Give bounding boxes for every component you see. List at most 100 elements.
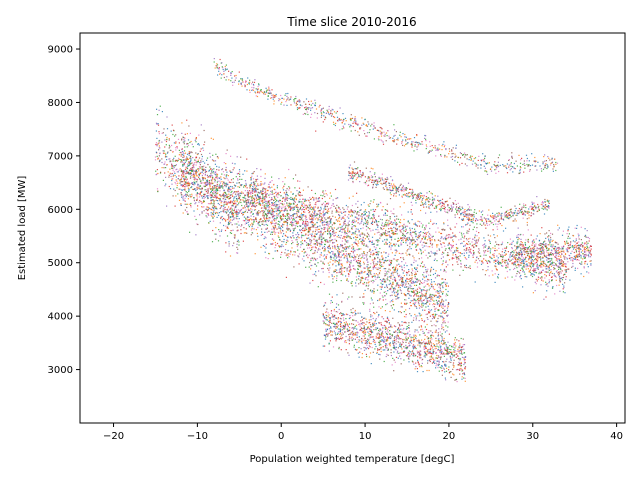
data-point <box>310 259 312 262</box>
data-point <box>562 263 565 266</box>
data-point <box>368 241 370 243</box>
data-point <box>307 234 309 236</box>
data-point <box>368 281 370 283</box>
data-point <box>548 282 550 284</box>
data-point <box>186 156 188 158</box>
data-point <box>416 307 418 309</box>
data-point <box>436 313 438 316</box>
data-point <box>283 203 285 205</box>
data-point <box>234 193 237 195</box>
data-point <box>251 191 253 193</box>
data-point <box>208 207 210 209</box>
data-point <box>295 217 297 219</box>
data-point <box>244 197 246 199</box>
data-point <box>347 227 349 229</box>
data-point <box>383 225 385 227</box>
data-point <box>321 238 323 240</box>
data-point <box>331 212 333 214</box>
data-point <box>405 262 407 264</box>
data-point <box>391 236 393 238</box>
data-point <box>550 276 553 278</box>
data-point <box>304 205 307 207</box>
data-point <box>294 187 296 189</box>
data-point <box>441 228 443 231</box>
data-point <box>236 226 238 228</box>
data-point <box>455 255 457 257</box>
data-point <box>422 278 424 280</box>
data-point <box>193 188 195 191</box>
data-point <box>390 242 392 244</box>
data-point <box>445 285 447 287</box>
data-point <box>367 270 369 272</box>
data-point <box>306 224 308 226</box>
data-point <box>545 296 547 298</box>
data-point <box>236 204 238 206</box>
data-point <box>264 182 266 184</box>
data-point <box>184 168 187 170</box>
data-point <box>307 247 309 249</box>
data-point <box>335 248 337 251</box>
data-point <box>264 196 266 198</box>
data-point <box>405 280 407 282</box>
data-point <box>198 196 201 198</box>
data-point <box>448 303 450 305</box>
data-point <box>289 236 292 238</box>
data-point <box>300 237 303 239</box>
data-point <box>539 277 541 279</box>
data-point <box>273 211 276 213</box>
data-point <box>215 187 217 189</box>
data-point <box>560 272 562 274</box>
data-point <box>275 198 277 200</box>
data-point <box>360 209 362 211</box>
data-point <box>233 209 235 211</box>
data-point <box>386 271 388 273</box>
data-point <box>410 234 412 236</box>
data-point <box>300 194 302 196</box>
data-point <box>460 232 463 234</box>
data-point <box>327 229 329 231</box>
data-point <box>405 299 407 301</box>
data-point <box>406 244 409 246</box>
data-point <box>282 214 284 216</box>
data-point <box>442 322 444 324</box>
data-point <box>250 218 252 220</box>
data-point <box>229 209 231 211</box>
data-point <box>208 170 210 172</box>
data-point <box>297 222 299 224</box>
data-point <box>348 273 350 276</box>
data-point <box>360 228 362 230</box>
data-point <box>361 253 363 255</box>
data-point <box>358 242 360 244</box>
data-point <box>381 285 383 287</box>
data-point <box>251 205 253 208</box>
data-point <box>249 192 251 195</box>
data-point <box>416 279 418 281</box>
data-point <box>202 147 204 149</box>
data-point <box>468 238 470 240</box>
data-point <box>187 143 189 145</box>
data-point <box>320 252 322 254</box>
data-point <box>417 235 419 237</box>
data-point <box>388 223 391 225</box>
data-point <box>429 296 431 298</box>
data-point <box>349 245 351 247</box>
data-point <box>394 233 397 235</box>
data-point <box>233 201 235 203</box>
data-point <box>320 242 323 244</box>
data-point <box>221 173 223 175</box>
data-point <box>364 271 366 273</box>
data-point <box>385 235 387 237</box>
data-point <box>307 256 309 258</box>
data-point <box>422 224 424 226</box>
data-point <box>359 254 361 256</box>
data-point <box>306 205 309 207</box>
data-point <box>390 248 392 251</box>
data-point <box>427 300 429 302</box>
data-point <box>429 294 431 296</box>
data-point <box>222 193 224 195</box>
data-point <box>336 272 338 274</box>
data-point <box>491 270 493 272</box>
data-point <box>426 270 428 272</box>
data-point <box>289 202 291 205</box>
data-point <box>273 204 275 206</box>
